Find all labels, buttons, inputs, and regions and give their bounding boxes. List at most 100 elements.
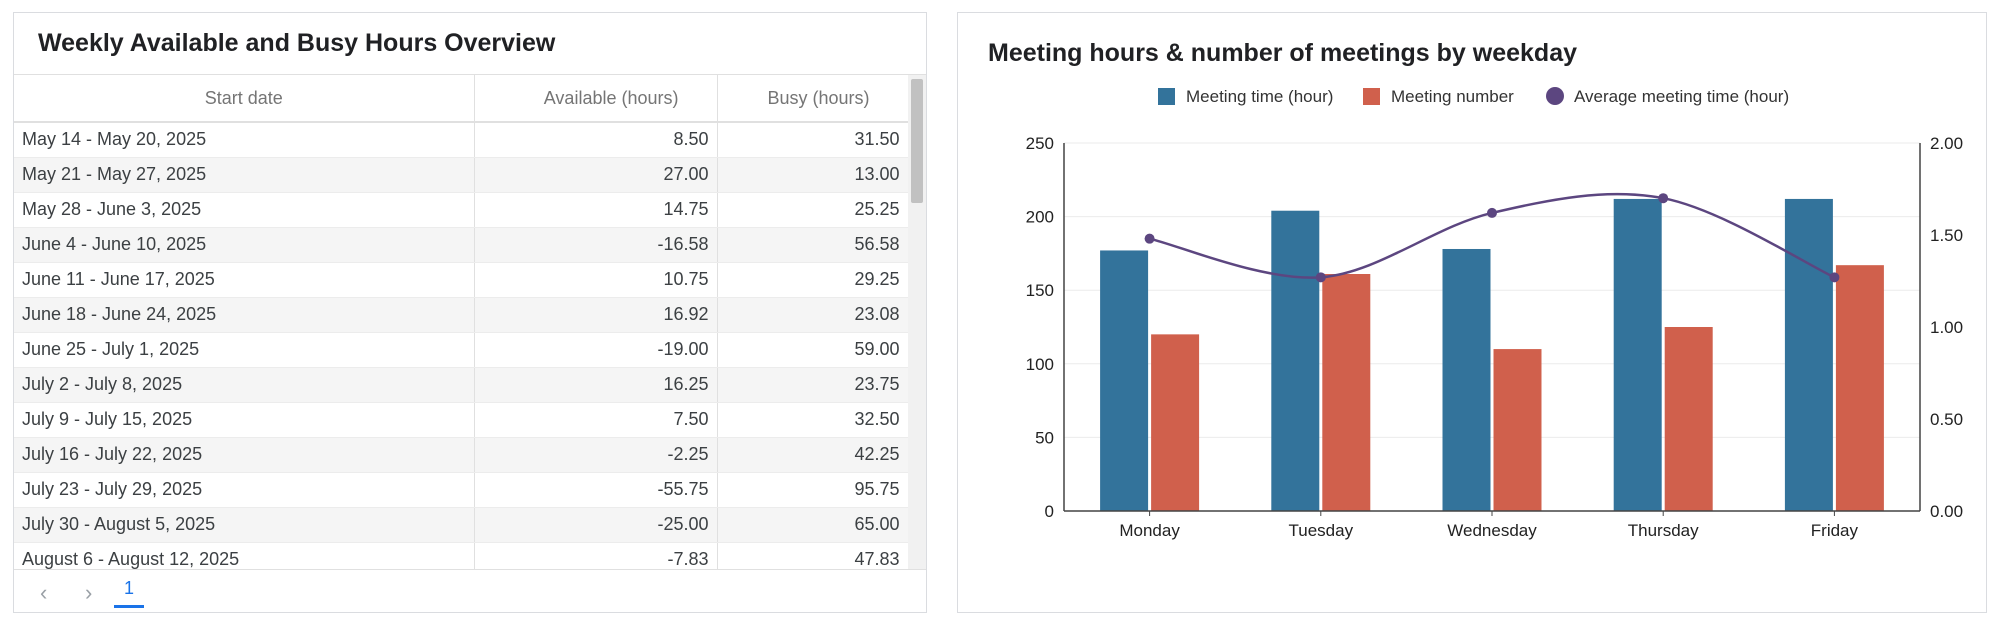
- table-row: June 11 - June 17, 2025 10.75 29.25: [14, 262, 909, 298]
- cell-available: -55.75: [474, 472, 718, 508]
- x-tick-label: Friday: [1811, 521, 1859, 540]
- x-tick-label: Monday: [1119, 521, 1180, 540]
- average-meeting-time-point: [1658, 193, 1669, 204]
- cell-busy: 59.00: [717, 332, 909, 368]
- previous-page-icon[interactable]: ‹: [40, 580, 48, 605]
- header-busy[interactable]: Busy (hours): [717, 75, 909, 123]
- bar-meeting-number: [1322, 274, 1371, 511]
- average-meeting-time-line: [1149, 192, 1835, 279]
- cell-busy: 56.58: [717, 227, 909, 263]
- cell-available: 16.25: [474, 367, 718, 403]
- cell-start-date: May 28 - June 3, 2025: [14, 192, 475, 228]
- x-tick-label: Tuesday: [1289, 521, 1354, 540]
- table-row: August 6 - August 12, 2025 -7.83 47.83: [14, 542, 909, 569]
- y-left-tick-label: 50: [1035, 428, 1054, 447]
- cell-start-date: June 25 - July 1, 2025: [14, 332, 475, 368]
- table-row: May 21 - May 27, 2025 27.00 13.00: [14, 157, 909, 193]
- y-left-tick-label: 150: [1026, 281, 1054, 300]
- y-right-tick-label: 2.00: [1930, 134, 1963, 153]
- cell-available: 7.50: [474, 402, 718, 438]
- table-row: July 9 - July 15, 2025 7.50 32.50: [14, 402, 909, 438]
- cell-available: 16.92: [474, 297, 718, 333]
- cell-available: 14.75: [474, 192, 718, 228]
- table-row: July 23 - July 29, 2025 -55.75 95.75: [14, 472, 909, 508]
- pagination: ‹ › 1: [14, 569, 926, 614]
- cell-available: -16.58: [474, 227, 718, 263]
- y-left-tick-label: 0: [1045, 502, 1054, 521]
- header-start-date[interactable]: Start date: [14, 75, 475, 123]
- cell-available: 8.50: [474, 122, 718, 158]
- cell-busy: 31.50: [717, 122, 909, 158]
- hours-table-card: Weekly Available and Busy Hours Overview…: [13, 12, 927, 613]
- cell-start-date: May 14 - May 20, 2025: [14, 122, 475, 158]
- average-meeting-time-point: [1829, 272, 1840, 283]
- cell-busy: 29.25: [717, 262, 909, 298]
- chart-title: Meeting hours & number of meetings by we…: [988, 39, 1578, 67]
- cell-available: 27.00: [474, 157, 718, 193]
- table-row: May 28 - June 3, 2025 14.75 25.25: [14, 192, 909, 228]
- cell-start-date: July 2 - July 8, 2025: [14, 367, 475, 403]
- legend-meeting-time-label: Meeting time (hour): [1186, 87, 1333, 106]
- legend-average-meeting-time-swatch: [1546, 87, 1564, 105]
- cell-start-date: July 30 - August 5, 2025: [14, 507, 475, 543]
- average-meeting-time-point: [1144, 233, 1155, 244]
- bar-meeting-number: [1151, 334, 1200, 511]
- cell-busy: 25.25: [717, 192, 909, 228]
- y-right-tick-label: 1.00: [1930, 318, 1963, 337]
- average-meeting-time-point: [1487, 207, 1497, 218]
- cell-start-date: July 9 - July 15, 2025: [14, 402, 475, 438]
- table-row: July 30 - August 5, 2025 -25.00 65.00: [14, 507, 909, 543]
- bar-meeting-time: [1442, 248, 1491, 511]
- table-row: July 16 - July 22, 2025 -2.25 42.25: [14, 437, 909, 473]
- bar-meeting-number: [1835, 265, 1884, 511]
- cell-busy: 32.50: [717, 402, 909, 438]
- table-row: June 4 - June 10, 2025 -16.58 56.58: [14, 227, 909, 263]
- page-number-button[interactable]: 1: [114, 578, 144, 608]
- cell-busy: 65.00: [717, 507, 909, 543]
- table-scrollbar[interactable]: [908, 75, 926, 569]
- cell-start-date: August 6 - August 12, 2025: [14, 542, 475, 569]
- cell-start-date: June 18 - June 24, 2025: [14, 297, 475, 333]
- x-tick-label: Thursday: [1628, 521, 1699, 540]
- cell-busy: 47.83: [717, 542, 909, 569]
- y-left-tick-label: 250: [1026, 134, 1054, 153]
- y-left-tick-label: 200: [1026, 208, 1054, 227]
- average-meeting-time-point: [1315, 272, 1326, 283]
- y-right-tick-label: 1.50: [1930, 226, 1963, 245]
- cell-available: -7.83: [474, 542, 718, 569]
- cell-available: -2.25: [474, 437, 718, 473]
- legend-meeting-number-label: Meeting number: [1391, 87, 1514, 106]
- bar-meeting-time: [1271, 210, 1320, 511]
- bar-meeting-number: [1493, 349, 1542, 511]
- bar-meeting-time: [1784, 198, 1833, 511]
- table-title: Weekly Available and Busy Hours Overview: [38, 29, 556, 57]
- meetings-chart-card: Meeting hours & number of meetings by we…: [957, 12, 1987, 613]
- cell-start-date: July 23 - July 29, 2025: [14, 472, 475, 508]
- table-viewport: Start date Available (hours) Busy (hours…: [14, 74, 926, 569]
- y-right-tick-label: 0.50: [1930, 410, 1963, 429]
- cell-available: 10.75: [474, 262, 718, 298]
- bar-meeting-time: [1100, 250, 1149, 511]
- scrollbar-thumb[interactable]: [911, 79, 923, 203]
- cell-busy: 13.00: [717, 157, 909, 193]
- table-header-row: Start date Available (hours) Busy (hours…: [14, 75, 909, 123]
- table-row: May 14 - May 20, 2025 8.50 31.50: [14, 122, 909, 158]
- cell-start-date: July 16 - July 22, 2025: [14, 437, 475, 473]
- meetings-chart: 0 50 100 150 200 250 0.00 0.50 1.00 1.50 2.00 Monda…: [1026, 87, 1963, 540]
- table-row: June 25 - July 1, 2025 -19.00 59.00: [14, 332, 909, 368]
- cell-start-date: May 21 - May 27, 2025: [14, 157, 475, 193]
- cell-available: -25.00: [474, 507, 718, 543]
- table-row: July 2 - July 8, 2025 16.25 23.75: [14, 367, 909, 403]
- x-tick-label: Wednesday: [1447, 521, 1537, 540]
- cell-start-date: June 11 - June 17, 2025: [14, 262, 475, 298]
- y-right-tick-label: 0.00: [1930, 502, 1963, 521]
- cell-available: -19.00: [474, 332, 718, 368]
- legend-meeting-time-swatch: [1158, 88, 1175, 105]
- legend-meeting-number-swatch: [1363, 88, 1380, 105]
- legend-average-meeting-time-label: Average meeting time (hour): [1574, 87, 1789, 106]
- next-page-icon[interactable]: ›: [85, 580, 93, 605]
- cell-busy: 95.75: [717, 472, 909, 508]
- header-available[interactable]: Available (hours): [474, 75, 718, 123]
- table-row: June 18 - June 24, 2025 16.92 23.08: [14, 297, 909, 333]
- cell-busy: 23.08: [717, 297, 909, 333]
